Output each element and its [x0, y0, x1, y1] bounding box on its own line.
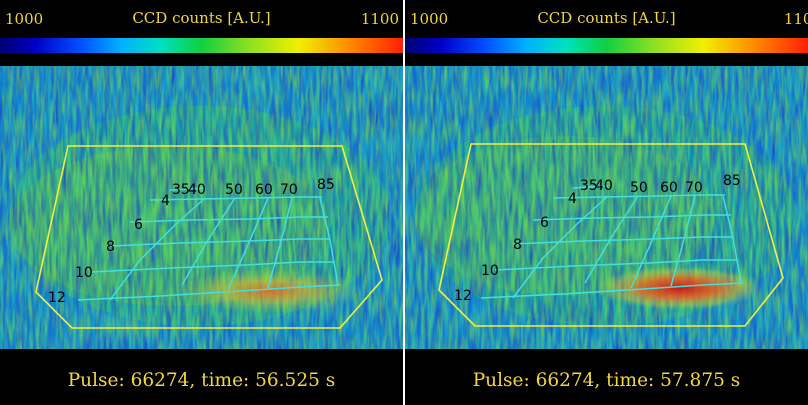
- grid-label-4: 4: [568, 191, 577, 207]
- ccd-heatmap: [405, 66, 808, 349]
- colorbar-title: CCD counts [A.U.]: [537, 9, 676, 27]
- grid-label-40: 40: [188, 182, 206, 198]
- caption-bar: Pulse: 66274, time: 56.525 s: [0, 358, 403, 405]
- magnetic-grid: [480, 185, 744, 299]
- colorbar-min-label: 1000: [410, 10, 449, 28]
- grid-label-12: 12: [454, 288, 472, 304]
- grid-label-10: 10: [481, 263, 499, 279]
- view-boundary-outline: [35, 145, 383, 329]
- colorbar-header: 1000 CCD counts [A.U.] 1100: [0, 0, 403, 38]
- pulse-caption: Pulse: 66274, time: 57.875 s: [472, 370, 741, 391]
- grid-label-85: 85: [723, 173, 741, 189]
- grid-label-60: 60: [660, 180, 678, 196]
- grid-label-50: 50: [630, 180, 648, 196]
- magnetic-grid: [77, 187, 341, 301]
- grid-label-4: 4: [161, 193, 170, 209]
- grid-label-12: 12: [48, 290, 66, 306]
- colorbar-gradient: [405, 38, 808, 53]
- pulse-caption: Pulse: 66274, time: 56.525 s: [67, 370, 336, 391]
- grid-label-40: 40: [595, 178, 613, 194]
- ccd-image: [405, 66, 808, 349]
- grid-labels: 35 40 50 60 70 85 4 6 8 10 12: [48, 177, 335, 306]
- grid-label-10: 10: [75, 265, 93, 281]
- grid-label-8: 8: [513, 237, 522, 253]
- view-boundary-outline: [438, 143, 784, 327]
- grid-label-85: 85: [317, 177, 335, 193]
- colorbar-max-label: 1100: [783, 10, 808, 28]
- colorbar-max-label: 1100: [360, 10, 399, 28]
- colorbar-header: 1000 CCD counts [A.U.] 1100: [405, 0, 808, 38]
- view-overlay: 35 40 50 60 70 85 4 6 8 10 12: [35, 145, 383, 329]
- grid-label-70: 70: [280, 182, 298, 198]
- colorbar-gradient: [0, 38, 403, 53]
- grid-label-70: 70: [685, 180, 703, 196]
- grid-labels: 35 40 50 60 70 85 4 6 8 10 12: [454, 173, 741, 304]
- grid-label-60: 60: [255, 182, 273, 198]
- grid-label-6: 6: [134, 217, 143, 233]
- colorbar-title: CCD counts [A.U.]: [132, 9, 271, 27]
- caption-bar: Pulse: 66274, time: 57.875 s: [405, 358, 808, 405]
- grid-label-35: 35: [580, 178, 598, 194]
- colorbar-min-label: 1000: [5, 10, 44, 28]
- view-overlay: 35 40 50 60 70 85 4 6 8 10 12: [438, 143, 784, 327]
- camera-panel-left: 1000 CCD counts [A.U.] 1100: [0, 0, 403, 405]
- grid-label-6: 6: [540, 215, 549, 231]
- grid-label-35: 35: [172, 182, 190, 198]
- grid-label-50: 50: [225, 182, 243, 198]
- grid-label-8: 8: [106, 239, 115, 255]
- camera-panel-right: 1000 CCD counts [A.U.] 1100: [405, 0, 808, 405]
